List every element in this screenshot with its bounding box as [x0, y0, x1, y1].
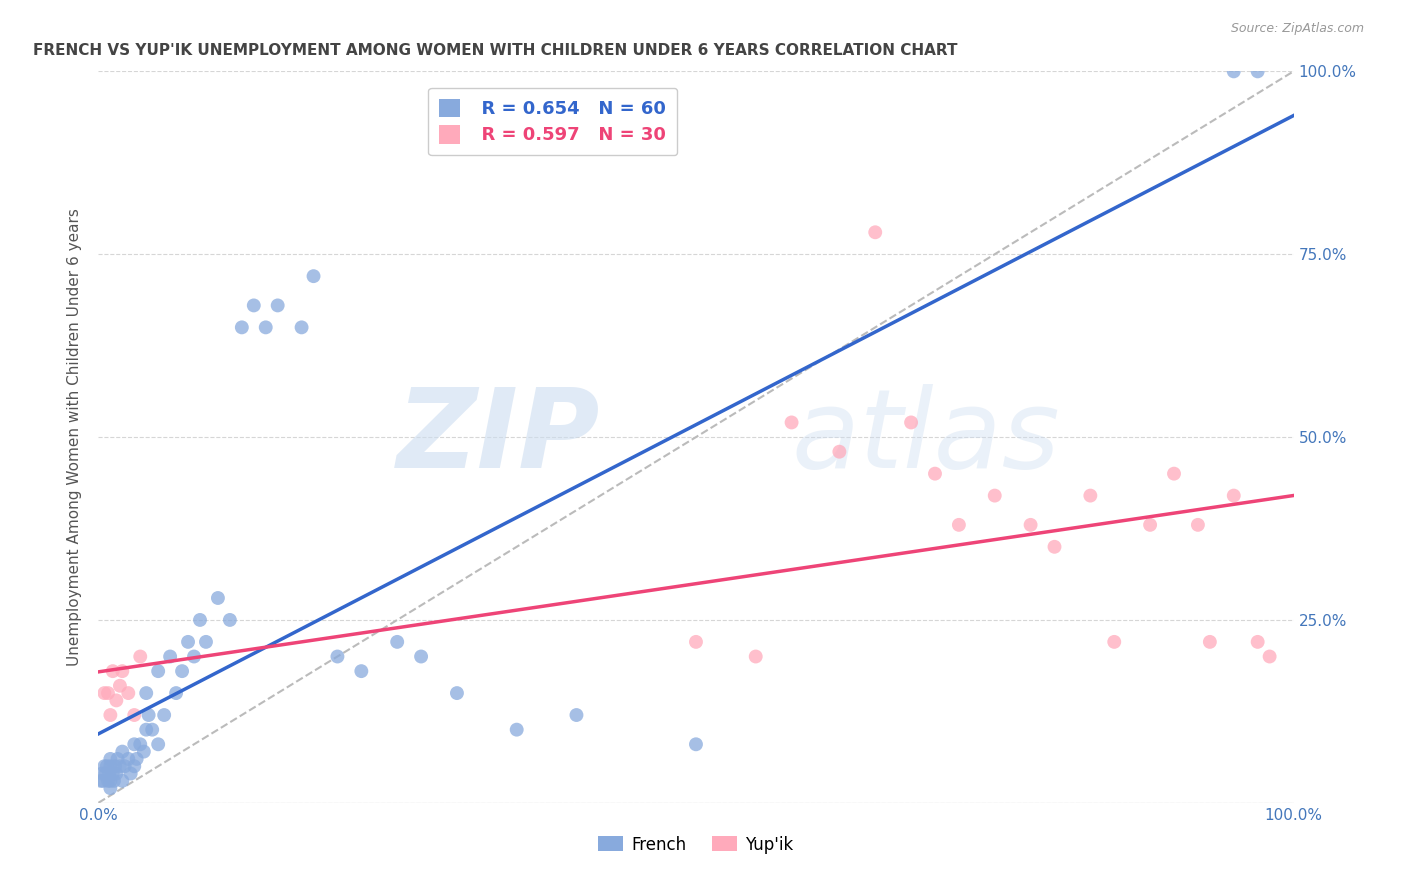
- Point: [1258, 649, 1281, 664]
- Point: [1104, 635, 1126, 649]
- Point: [188, 613, 211, 627]
- Point: [291, 320, 314, 334]
- Point: [565, 708, 588, 723]
- Point: [207, 591, 229, 605]
- Point: [243, 298, 266, 312]
- Point: [924, 467, 946, 481]
- Point: [302, 269, 325, 284]
- Point: [1043, 540, 1066, 554]
- Point: [254, 320, 277, 334]
- Point: [108, 679, 131, 693]
- Point: [117, 686, 139, 700]
- Legend: French, Yup'ik: French, Yup'ik: [592, 829, 800, 860]
- Point: [685, 737, 707, 751]
- Point: [101, 664, 124, 678]
- Point: [148, 664, 170, 678]
- Point: [98, 773, 122, 788]
- Point: [1223, 64, 1246, 78]
- Text: Source: ZipAtlas.com: Source: ZipAtlas.com: [1230, 22, 1364, 36]
- Point: [385, 635, 409, 649]
- Point: [111, 773, 134, 788]
- Point: [1187, 517, 1209, 532]
- Point: [1223, 489, 1246, 503]
- Point: [117, 752, 139, 766]
- Point: [350, 664, 373, 678]
- Point: [159, 649, 181, 664]
- Point: [138, 708, 160, 723]
- Point: [506, 723, 529, 737]
- Point: [108, 759, 131, 773]
- Point: [1247, 635, 1270, 649]
- Point: [98, 708, 122, 723]
- Point: [98, 766, 121, 780]
- Point: [1080, 489, 1102, 503]
- Point: [132, 745, 155, 759]
- Text: ZIP: ZIP: [396, 384, 600, 491]
- Point: [129, 737, 152, 751]
- Point: [98, 759, 122, 773]
- Point: [120, 766, 142, 780]
- Point: [129, 649, 152, 664]
- Point: [111, 745, 134, 759]
- Point: [1019, 517, 1042, 532]
- Point: [94, 766, 117, 780]
- Y-axis label: Unemployment Among Women with Children Under 6 years: Unemployment Among Women with Children U…: [67, 208, 83, 666]
- Point: [135, 686, 157, 700]
- Point: [745, 649, 768, 664]
- Point: [984, 489, 1007, 503]
- Point: [114, 759, 136, 773]
- Point: [685, 635, 707, 649]
- Point: [91, 766, 114, 780]
- Point: [1139, 517, 1161, 532]
- Point: [165, 686, 187, 700]
- Point: [105, 766, 128, 780]
- Text: FRENCH VS YUP'IK UNEMPLOYMENT AMONG WOMEN WITH CHILDREN UNDER 6 YEARS CORRELATIO: FRENCH VS YUP'IK UNEMPLOYMENT AMONG WOME…: [32, 43, 957, 58]
- Point: [135, 723, 157, 737]
- Point: [104, 759, 127, 773]
- Point: [111, 664, 134, 678]
- Point: [101, 766, 124, 780]
- Point: [267, 298, 290, 312]
- Point: [177, 635, 200, 649]
- Point: [124, 759, 146, 773]
- Point: [98, 752, 122, 766]
- Point: [411, 649, 433, 664]
- Point: [153, 708, 176, 723]
- Point: [97, 773, 120, 788]
- Point: [865, 225, 887, 239]
- Point: [97, 686, 120, 700]
- Point: [124, 708, 146, 723]
- Point: [1199, 635, 1222, 649]
- Point: [828, 444, 851, 458]
- Point: [231, 320, 253, 334]
- Point: [195, 635, 218, 649]
- Point: [948, 517, 970, 532]
- Point: [446, 686, 468, 700]
- Point: [107, 752, 129, 766]
- Point: [219, 613, 242, 627]
- Point: [183, 649, 205, 664]
- Point: [96, 759, 118, 773]
- Point: [103, 773, 125, 788]
- Point: [141, 723, 163, 737]
- Point: [1247, 64, 1270, 78]
- Point: [1163, 467, 1185, 481]
- Point: [780, 416, 803, 430]
- Point: [148, 737, 170, 751]
- Point: [326, 649, 349, 664]
- Point: [91, 773, 114, 788]
- Point: [93, 759, 115, 773]
- Point: [172, 664, 194, 678]
- Point: [124, 737, 146, 751]
- Text: atlas: atlas: [792, 384, 1060, 491]
- Point: [90, 773, 112, 788]
- Point: [93, 686, 115, 700]
- Point: [900, 416, 922, 430]
- Point: [125, 752, 148, 766]
- Point: [98, 781, 122, 796]
- Point: [105, 693, 128, 707]
